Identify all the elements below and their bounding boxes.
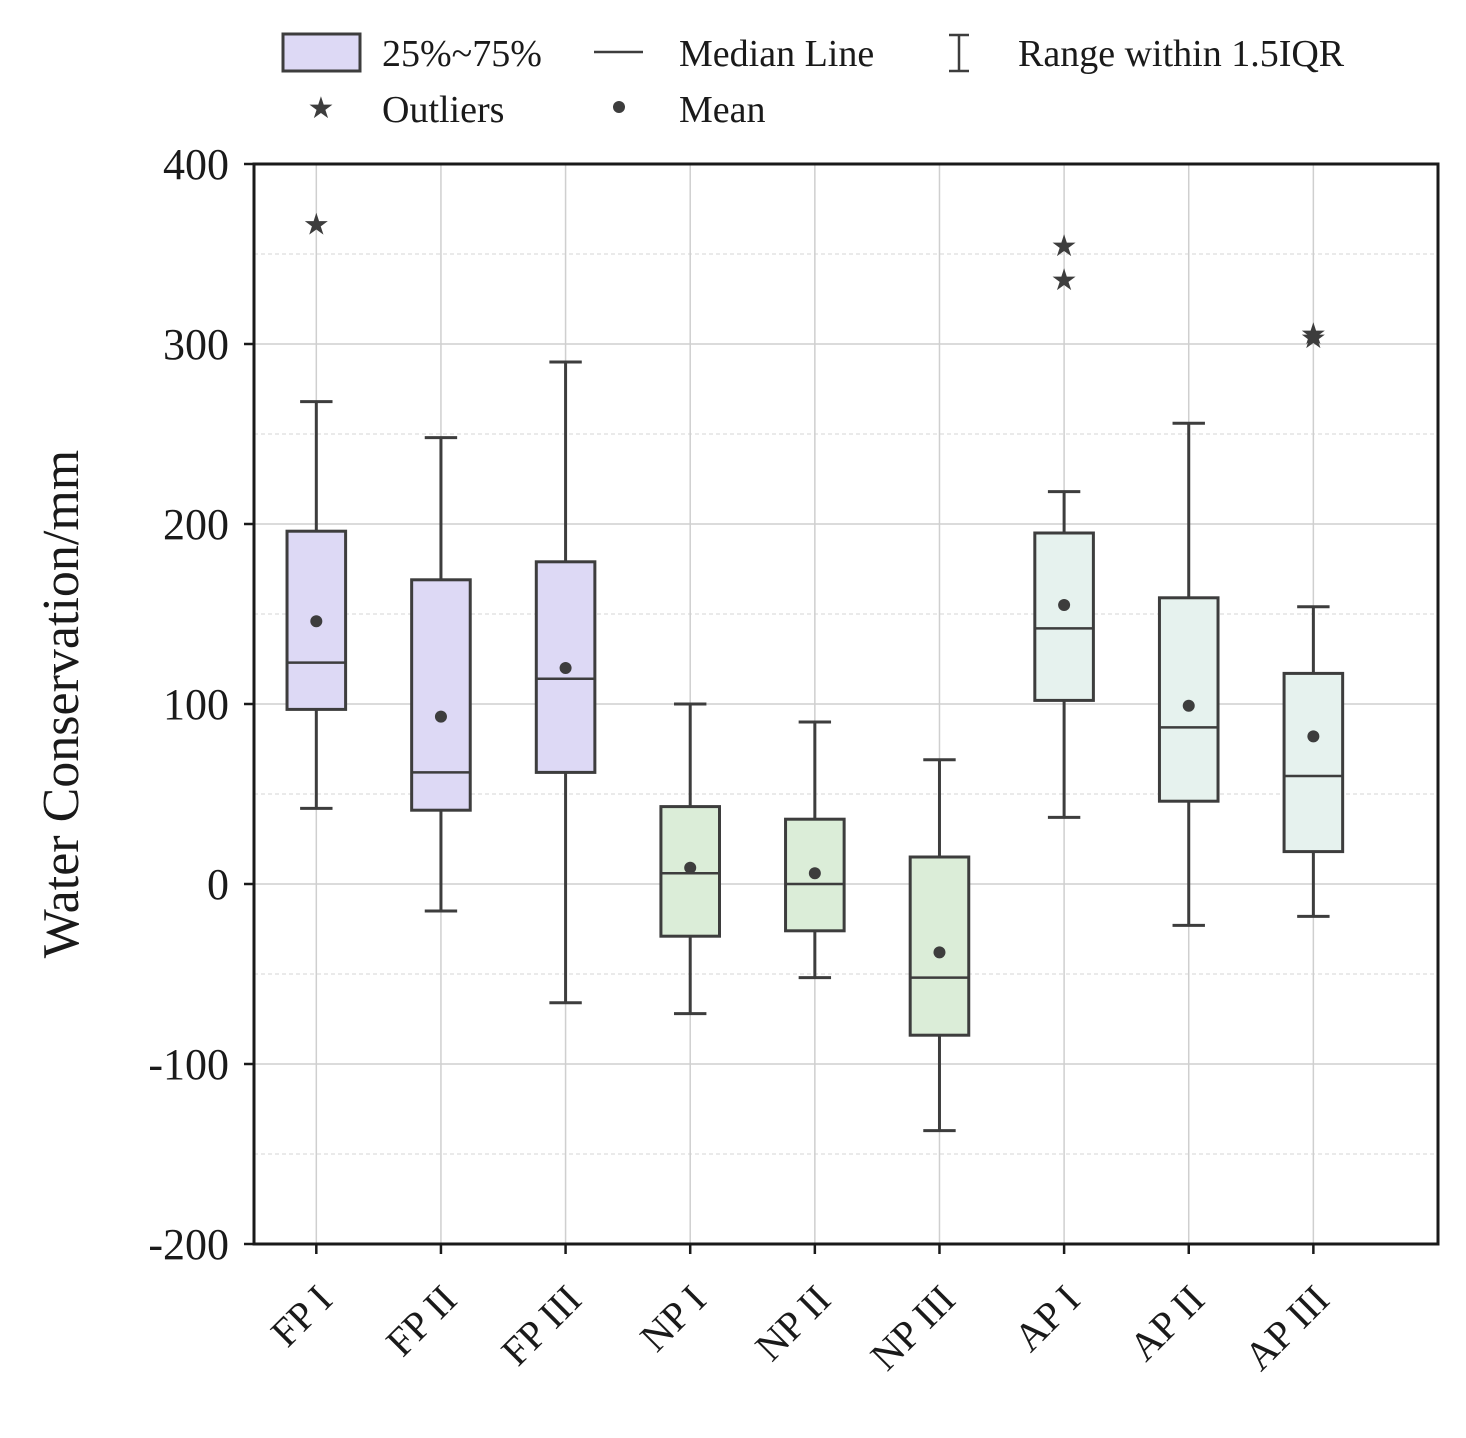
y-tick-label: -100 — [148, 1040, 229, 1089]
boxes: ★★★★★ — [285, 208, 1345, 1133]
plot-frame — [252, 162, 1440, 1246]
box-ap-i: ★★ — [1033, 230, 1095, 819]
iqr-box — [410, 578, 472, 812]
box-np-ii — [784, 720, 846, 980]
x-tick-label: NP III — [862, 1277, 964, 1379]
x-tick-label: AP I — [1005, 1277, 1088, 1360]
box-fp-iii — [534, 360, 597, 1005]
box-np-iii — [908, 758, 971, 1133]
mean-dot — [808, 867, 821, 880]
outlier-star: ★ — [1051, 230, 1078, 263]
legend-outlier-swatch: ★ — [308, 92, 335, 125]
x-tick-label: NP II — [746, 1277, 839, 1370]
mean-dot — [310, 615, 323, 628]
y-tick-label: 0 — [207, 860, 229, 909]
box-ap-iii: ★★ — [1282, 318, 1345, 918]
iqr-box — [1282, 671, 1345, 854]
mean-dot — [1182, 699, 1195, 712]
x-tick-label: FP II — [377, 1277, 465, 1365]
legend-mean-label: Mean — [679, 89, 766, 131]
mean-dot — [933, 946, 946, 959]
legend-whisker-swatch — [949, 33, 969, 73]
y-tick-label: 100 — [163, 680, 229, 729]
x-tick-label: FP III — [492, 1277, 590, 1375]
x-tick-label: FP I — [262, 1277, 341, 1356]
box-fp-ii — [410, 436, 472, 913]
mean-dot — [559, 662, 572, 674]
iqr-box — [1033, 531, 1095, 702]
iqr-box — [908, 855, 971, 1037]
legend-mean-swatch — [613, 101, 625, 113]
outlier-star: ★ — [1300, 322, 1327, 355]
x-tick-label: AP III — [1235, 1277, 1337, 1379]
y-tick-label: 300 — [163, 320, 229, 369]
x-tick-label: AP II — [1120, 1277, 1213, 1370]
mean-dot — [434, 710, 447, 723]
mean-dot — [684, 861, 697, 874]
y-axis-ticks: -200 -100 0 100 200 300 400 — [148, 140, 254, 1269]
outlier-star: ★ — [303, 208, 330, 241]
mean-dot — [1058, 599, 1071, 611]
y-tick-label: 200 — [163, 500, 229, 549]
mean-dot — [1307, 730, 1320, 743]
box-ap-ii — [1157, 421, 1220, 927]
box-np-i — [659, 702, 721, 1016]
legend-box-swatch — [281, 32, 362, 73]
outlier-star: ★ — [1300, 318, 1327, 351]
legend-box-label: 25%~75% — [382, 33, 542, 75]
x-axis-ticks: FP I FP II FP III NP I NP II NP III AP I AP II A… — [262, 1244, 1338, 1379]
y-tick-label: -200 — [148, 1220, 229, 1269]
box-fp-i: ★ — [285, 208, 348, 810]
legend-median-label: Median Line — [679, 33, 874, 75]
legend-outlier-label: Outliers — [382, 89, 504, 131]
legend-whisker-label: Range within 1.5IQR — [1018, 33, 1345, 75]
x-tick-label: NP I — [631, 1277, 714, 1360]
y-tick-label: 400 — [163, 140, 229, 189]
legend: 25%~75% Median Line Range within 1.5IQR … — [281, 32, 1345, 131]
outlier-star: ★ — [1051, 264, 1078, 297]
y-axis-label: Water Conservation/mm — [33, 450, 90, 958]
iqr-box — [1157, 596, 1220, 803]
